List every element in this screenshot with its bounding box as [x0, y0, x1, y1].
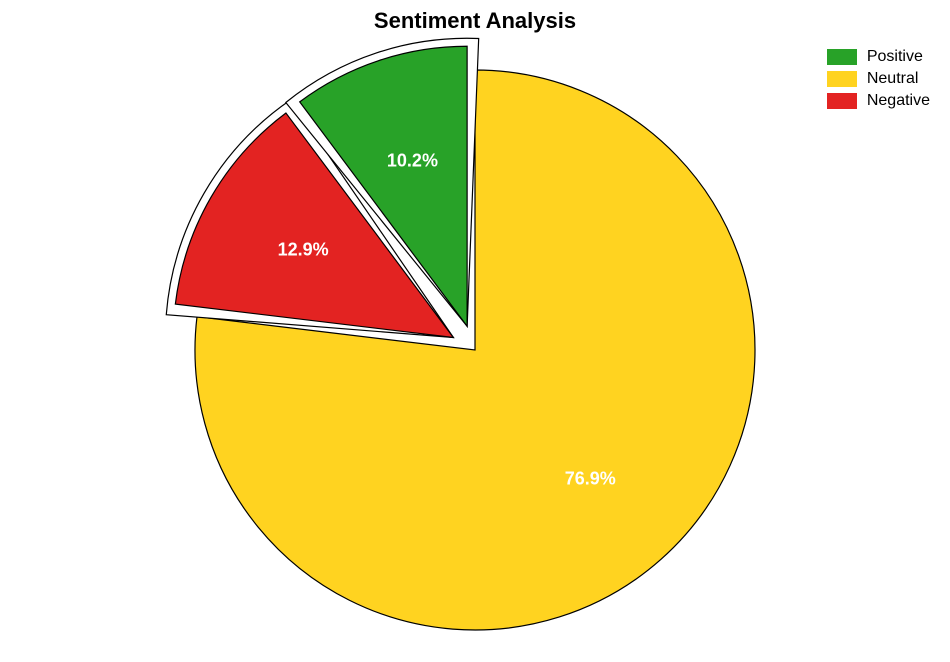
legend-label: Positive — [867, 48, 923, 66]
sentiment-pie-chart: Sentiment Analysis 76.9%12.9%10.2% Posit… — [0, 0, 950, 662]
legend-label: Neutral — [867, 70, 919, 88]
slice-label-neutral: 76.9% — [565, 469, 616, 489]
legend-item-positive: Positive — [827, 48, 930, 66]
legend-item-neutral: Neutral — [827, 70, 930, 88]
legend: Positive Neutral Negative — [827, 48, 930, 114]
legend-swatch — [827, 93, 857, 109]
legend-item-negative: Negative — [827, 92, 930, 110]
slice-label-positive: 10.2% — [387, 150, 438, 170]
legend-label: Negative — [867, 92, 930, 110]
slice-label-negative: 12.9% — [278, 239, 329, 259]
pie-svg: 76.9% 12.9% 10.2% — [0, 0, 950, 662]
legend-swatch — [827, 71, 857, 87]
legend-swatch — [827, 49, 857, 65]
